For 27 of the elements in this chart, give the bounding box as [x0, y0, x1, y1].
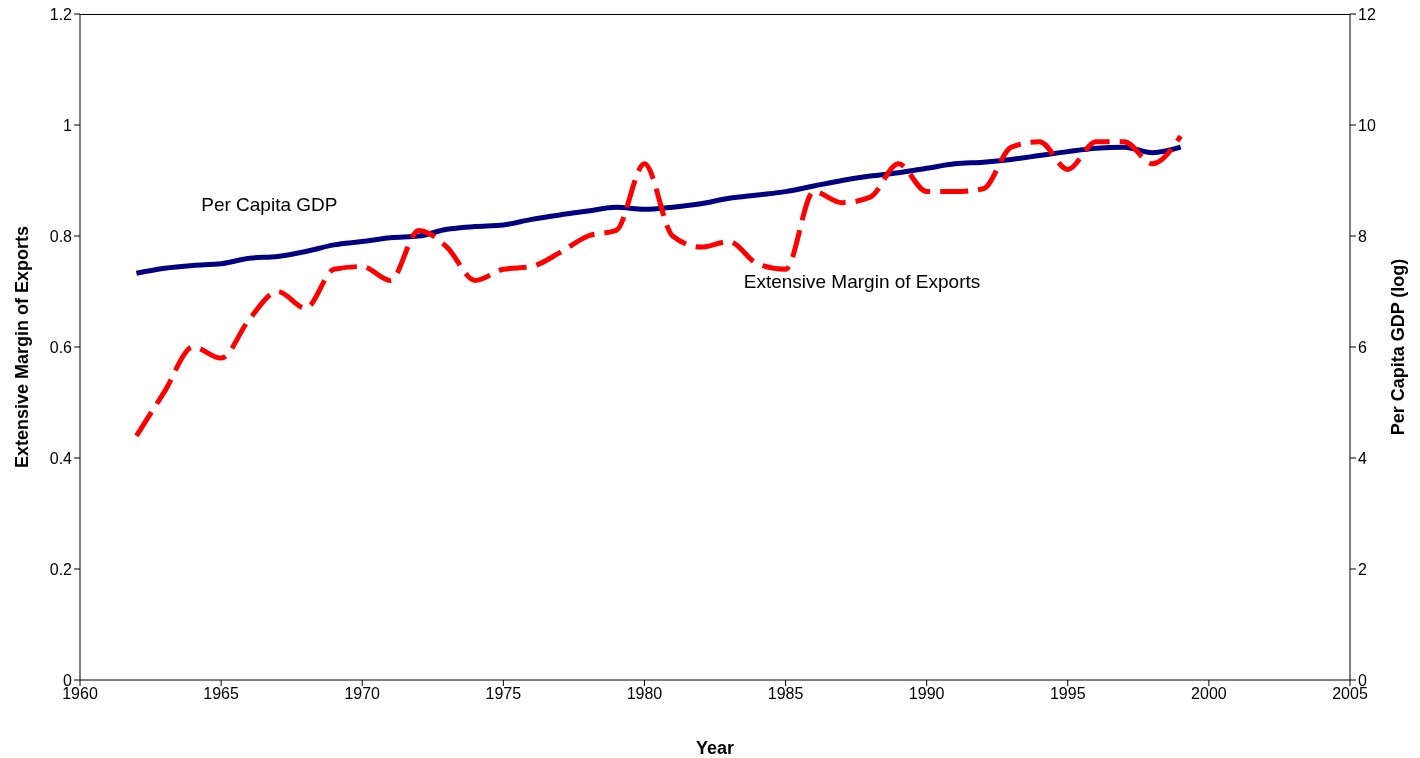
y-tick-label: 1.2	[49, 5, 73, 23]
x-tick-label: 2005	[1332, 685, 1368, 703]
y2-axis-title: Per Capita GDP (log)	[1388, 258, 1409, 436]
y2-tick-label: 6	[1358, 338, 1367, 356]
y-tick-label: 0.6	[49, 338, 73, 356]
y-tick-label: 0.2	[49, 560, 73, 578]
y2-tick-label: 2	[1358, 560, 1367, 578]
y2-tick-label: 12	[1358, 5, 1376, 23]
x-tick-label: 1990	[908, 685, 945, 703]
x-tick-label: 1970	[344, 685, 381, 703]
x-tick-label: 1995	[1049, 685, 1086, 703]
x-tick-label: 1960	[62, 685, 98, 703]
y2-tick-label: 8	[1358, 227, 1367, 245]
y-axis-title: Extensive Margin of Exports	[12, 225, 33, 469]
x-tick-label: 1980	[626, 685, 663, 703]
x-tick-label: 1975	[485, 685, 522, 703]
y-tick-label: 0.8	[49, 227, 73, 245]
y-tick-label: 1	[63, 116, 73, 134]
x-axis-title: Year	[695, 738, 735, 758]
x-tick-label: 1965	[203, 685, 240, 703]
x-tick-label: 1985	[767, 685, 804, 703]
y2-tick-label: 10	[1358, 116, 1376, 134]
series-label: Extensive Margin of Exports	[743, 270, 981, 292]
x-tick-label: 2000	[1191, 685, 1227, 703]
y2-tick-label: 4	[1358, 449, 1367, 467]
series-label: Per Capita GDP	[201, 194, 338, 216]
y-tick-label: 0.4	[49, 449, 73, 467]
